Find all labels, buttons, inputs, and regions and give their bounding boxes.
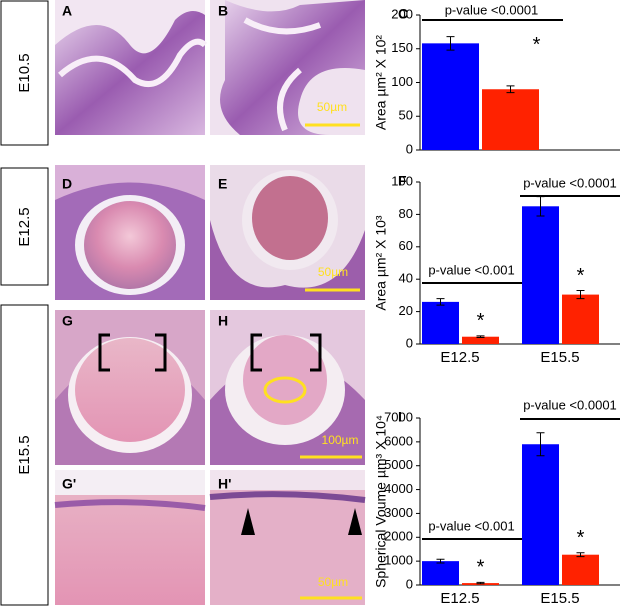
image-e: 50µm E bbox=[210, 165, 365, 300]
significance-marker: * bbox=[577, 527, 585, 549]
scale-bar-label: 100µm bbox=[322, 433, 359, 447]
image-d: D bbox=[55, 165, 205, 300]
y-tick-label: 40 bbox=[399, 271, 413, 286]
significance-marker: * bbox=[477, 310, 485, 332]
y-tick-label: 0 bbox=[406, 335, 413, 350]
y-tick-label: 0 bbox=[406, 576, 413, 591]
panel-letter: G bbox=[62, 313, 73, 329]
y-tick-label: 20 bbox=[399, 303, 413, 318]
row-label: E12.5 bbox=[16, 207, 33, 246]
bar bbox=[562, 554, 599, 585]
row-box bbox=[0, 167, 49, 286]
panel-letter: B bbox=[218, 3, 228, 19]
x-tick-label: E12.5 bbox=[440, 590, 479, 607]
significance-marker: * bbox=[477, 557, 485, 579]
bar bbox=[422, 561, 459, 585]
bar bbox=[462, 336, 499, 344]
y-tick-label: 6000 bbox=[384, 433, 413, 448]
bar bbox=[562, 294, 599, 344]
error-bar bbox=[476, 335, 485, 339]
significance-marker: * bbox=[533, 34, 541, 56]
row-box bbox=[0, 0, 49, 146]
y-tick-label: 50 bbox=[399, 108, 413, 123]
scale-bar-label: 50µm bbox=[318, 265, 348, 279]
bar bbox=[522, 444, 559, 585]
x-tick-label: E15.5 bbox=[540, 349, 579, 366]
row-label: E10.5 bbox=[16, 53, 33, 92]
y-axis-label: Area µm² X 10³ bbox=[373, 215, 389, 311]
y-tick-label: 7000 bbox=[384, 409, 413, 424]
y-tick-label: 2000 bbox=[384, 529, 413, 544]
y-tick-label: 4000 bbox=[384, 481, 413, 496]
row-labels: E10.5 E12.5 E15.5 bbox=[0, 0, 49, 606]
panel-letter: C bbox=[398, 6, 408, 22]
scale-bar-label: 50µm bbox=[318, 575, 348, 589]
error-bar bbox=[506, 85, 515, 94]
error-bar bbox=[436, 558, 445, 564]
row-box bbox=[0, 304, 49, 606]
p-value-annotation: p-value <0.0001 bbox=[523, 175, 617, 190]
y-tick-label: 100 bbox=[391, 173, 413, 188]
panel-letter: I bbox=[398, 409, 402, 425]
y-tick-label: 150 bbox=[391, 40, 413, 55]
p-value-annotation: p-value <0.0001 bbox=[445, 2, 539, 17]
x-tick-label: E15.5 bbox=[540, 590, 579, 607]
image-g: G bbox=[55, 310, 205, 465]
panel-letter: H bbox=[218, 313, 228, 329]
row-label: E15.5 bbox=[16, 435, 33, 474]
error-bar bbox=[446, 36, 455, 51]
y-tick-label: 3000 bbox=[384, 505, 413, 520]
significance-marker: * bbox=[577, 265, 585, 287]
error-bar bbox=[576, 290, 585, 300]
panel-letter: H' bbox=[218, 476, 231, 492]
y-axis-label: Area µm² X 10² bbox=[373, 35, 389, 131]
error-bar bbox=[576, 552, 585, 558]
bar bbox=[422, 301, 459, 344]
image-h: 100µm H bbox=[210, 310, 365, 465]
y-tick-label: 1000 bbox=[384, 553, 413, 568]
p-value-annotation: p-value <0.001 bbox=[428, 518, 514, 533]
p-value-annotation: p-value <0.001 bbox=[428, 262, 514, 277]
scale-bar-label: 50µm bbox=[317, 100, 347, 114]
y-tick-label: 100 bbox=[391, 74, 413, 89]
y-tick-label: 0 bbox=[406, 141, 413, 156]
bar bbox=[522, 206, 559, 344]
error-bar bbox=[436, 298, 445, 306]
panel-letter: E bbox=[218, 176, 227, 192]
y-axis-label: Spherical Voume µm³ X 10⁴ bbox=[373, 415, 389, 588]
image-b: 50µm B bbox=[210, 0, 365, 135]
panel-letter: F bbox=[398, 173, 407, 189]
bar bbox=[482, 89, 539, 150]
error-bar bbox=[476, 581, 485, 585]
y-tick-label: 80 bbox=[399, 206, 413, 221]
error-bar bbox=[536, 432, 545, 457]
panel-letter: G' bbox=[62, 476, 76, 492]
panel-letter: A bbox=[62, 3, 72, 19]
image-h-prime: 50µm H' bbox=[209, 470, 366, 605]
panel-letter: D bbox=[62, 176, 72, 192]
y-tick-label: 200 bbox=[391, 6, 413, 21]
image-g-prime: G' bbox=[54, 470, 206, 605]
y-tick-label: 5000 bbox=[384, 457, 413, 472]
y-tick-label: 60 bbox=[399, 238, 413, 253]
bar bbox=[422, 43, 479, 150]
p-value-annotation: p-value <0.0001 bbox=[523, 397, 617, 412]
x-tick-label: E12.5 bbox=[440, 349, 479, 366]
image-a: A bbox=[55, 0, 208, 135]
